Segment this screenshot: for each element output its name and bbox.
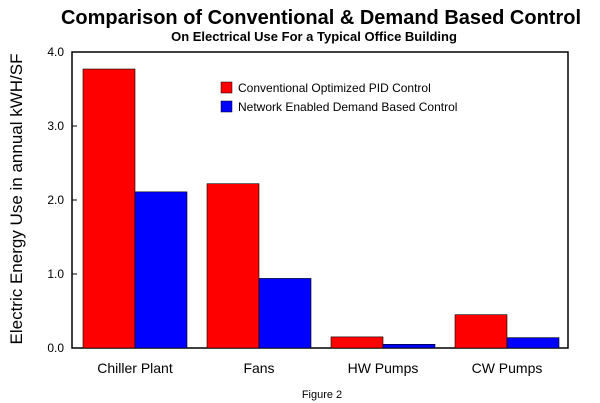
bars-group — [82, 68, 560, 349]
y-axis-label: Electric Energy Use in annual kWH/SF — [7, 54, 26, 345]
legend-swatch-series-1 — [220, 81, 233, 94]
bar-demand-based-fans — [258, 278, 312, 349]
y-tick-label: 1.0 — [47, 267, 64, 281]
legend: Conventional Optimized PID Control Netwo… — [220, 81, 457, 114]
x-category-label: CW Pumps — [472, 360, 543, 376]
bar-conventional-chiller-plant — [82, 68, 136, 349]
x-category-label: HW Pumps — [348, 360, 419, 376]
bar-conventional-fans — [206, 183, 260, 349]
chart-title: Comparison of Conventional & Demand Base… — [61, 7, 581, 29]
bar-conventional-hw-pumps — [330, 336, 384, 349]
bar-conventional-cw-pumps — [454, 314, 508, 349]
bar-demand-based-chiller-plant — [134, 191, 188, 349]
bar-demand-based-hw-pumps — [382, 343, 436, 349]
y-tick-label: 4.0 — [47, 45, 64, 59]
y-tick-label: 2.0 — [47, 193, 64, 207]
x-category-label: Chiller Plant — [97, 360, 173, 376]
bar-demand-based-cw-pumps — [506, 337, 560, 349]
figure-caption: Figure 2 — [302, 389, 342, 401]
y-tick-label: 3.0 — [47, 119, 64, 133]
y-axis-ticks: 0.0 1.0 2.0 3.0 4.0 — [47, 45, 77, 355]
x-category-label: Fans — [243, 360, 274, 376]
legend-label-series-1: Conventional Optimized PID Control — [238, 81, 431, 95]
legend-label-series-2: Network Enabled Demand Based Control — [238, 100, 457, 114]
y-tick-label: 0.0 — [47, 341, 64, 355]
x-axis-categories: Chiller Plant Fans HW Pumps CW Pumps — [97, 360, 542, 376]
legend-swatch-series-2 — [220, 100, 233, 113]
chart-subtitle: On Electrical Use For a Typical Office B… — [171, 29, 457, 44]
